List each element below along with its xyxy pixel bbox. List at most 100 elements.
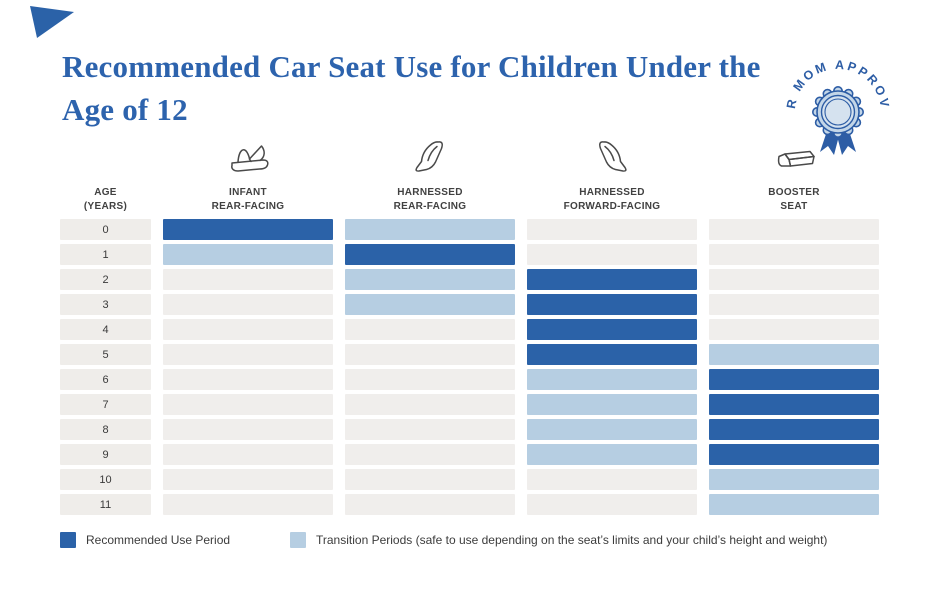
grid-cell-none (345, 469, 515, 490)
column-header-harnessed-forward-facing: HARNESSED FORWARD-FACING (527, 141, 697, 214)
table-header: AGE (YEARS) INFANT REAR-FACING HARNE (60, 141, 879, 214)
column-label: HARNESSED FORWARD-FACING (563, 187, 661, 212)
grid-cell-transition (527, 369, 697, 390)
table-row: 5 (60, 344, 879, 365)
grid-cell-none (163, 369, 333, 390)
grid-cell-transition (345, 219, 515, 240)
grid-cell-recommended (163, 219, 333, 240)
table-row: 0 (60, 219, 879, 240)
age-cell: 7 (60, 394, 151, 415)
age-cell: 9 (60, 444, 151, 465)
grid-cell-none (345, 419, 515, 440)
grid-cell-recommended (527, 269, 697, 290)
grid-cell-none (709, 269, 879, 290)
grid-cell-none (345, 319, 515, 340)
grid-cell-recommended (345, 244, 515, 265)
grid-cell-none (163, 444, 333, 465)
grid-cell-none (345, 494, 515, 515)
column-header-booster-seat: BOOSTER SEAT (709, 144, 879, 214)
grid-cell-none (163, 269, 333, 290)
car-mom-approved-badge: CAR MOM APPROVED (778, 40, 890, 155)
legend-label: Transition Periods (safe to use dependin… (316, 532, 828, 547)
grid-cell-recommended (709, 444, 879, 465)
table-row: 2 (60, 269, 879, 290)
transition-swatch (290, 531, 306, 548)
legend-item-transition: Transition Periods (safe to use dependin… (290, 531, 827, 548)
grid-cell-none (163, 319, 333, 340)
rosette-ribbon-icon (811, 85, 865, 155)
table-row: 8 (60, 419, 879, 440)
grid-cell-recommended (527, 294, 697, 315)
grid-cell-transition (163, 244, 333, 265)
table-row: 6 (60, 369, 879, 390)
grid-cell-none (345, 344, 515, 365)
grid-cell-recommended (709, 369, 879, 390)
legend-item-recommended: Recommended Use Period (60, 531, 230, 548)
age-header-label: AGE (YEARS) (83, 187, 128, 212)
grid-cell-none (345, 444, 515, 465)
table-row: 7 (60, 394, 879, 415)
grid-cell-none (345, 369, 515, 390)
infant-carrier-icon (225, 139, 271, 180)
corner-accent-triangle (30, 6, 74, 38)
age-cell: 2 (60, 269, 151, 290)
age-cell: 4 (60, 319, 151, 340)
grid-cell-none (163, 494, 333, 515)
age-cell: 1 (60, 244, 151, 265)
grid-cell-none (709, 294, 879, 315)
legend: Recommended Use Period Transition Period… (60, 531, 890, 551)
column-label: BOOSTER SEAT (768, 187, 820, 212)
table-row: 1 (60, 244, 879, 265)
column-label: INFANT REAR-FACING (211, 187, 285, 212)
table-row: 11 (60, 494, 879, 515)
grid-cell-none (163, 344, 333, 365)
grid-cell-transition (345, 294, 515, 315)
legend-label: Recommended Use Period (86, 532, 231, 547)
grid-cell-recommended (527, 344, 697, 365)
grid-cell-none (345, 394, 515, 415)
grid-cell-transition (709, 344, 879, 365)
column-header-infant-rear-facing: INFANT REAR-FACING (163, 144, 333, 214)
grid-cell-recommended (709, 394, 879, 415)
grid-cell-none (527, 244, 697, 265)
booster-seat-icon (770, 143, 818, 180)
age-column-header: AGE (YEARS) (60, 144, 151, 214)
table-row: 10 (60, 469, 879, 490)
age-cell: 0 (60, 219, 151, 240)
column-header-harnessed-rear-facing: HARNESSED REAR-FACING (345, 141, 515, 214)
grid-cell-transition (527, 444, 697, 465)
rear-facing-seat-icon (410, 137, 450, 180)
age-cell: 8 (60, 419, 151, 440)
grid-cell-none (163, 419, 333, 440)
forward-facing-seat-icon (592, 137, 632, 180)
grid-cell-transition (345, 269, 515, 290)
column-label: HARNESSED REAR-FACING (393, 187, 467, 212)
age-cell: 10 (60, 469, 151, 490)
grid-cell-recommended (527, 319, 697, 340)
grid-cell-none (527, 494, 697, 515)
grid-cell-none (709, 319, 879, 340)
grid-cell-none (163, 469, 333, 490)
age-cell: 5 (60, 344, 151, 365)
age-grid: 0 1 2 3 4 5 6 7 8 9 10 11 (60, 219, 879, 519)
table-row: 4 (60, 319, 879, 340)
grid-cell-transition (527, 419, 697, 440)
grid-cell-transition (527, 394, 697, 415)
grid-cell-transition (709, 469, 879, 490)
grid-cell-none (163, 294, 333, 315)
age-cell: 6 (60, 369, 151, 390)
grid-cell-none (709, 244, 879, 265)
page-title: Recommended Car Seat Use for Children Un… (62, 49, 761, 127)
table-row: 9 (60, 444, 879, 465)
grid-cell-none (163, 394, 333, 415)
table-row: 3 (60, 294, 879, 315)
age-cell: 3 (60, 294, 151, 315)
age-cell: 11 (60, 494, 151, 515)
grid-cell-none (527, 219, 697, 240)
recommended-swatch (60, 531, 76, 548)
grid-cell-transition (709, 494, 879, 515)
grid-cell-none (709, 219, 879, 240)
grid-cell-none (527, 469, 697, 490)
grid-cell-recommended (709, 419, 879, 440)
